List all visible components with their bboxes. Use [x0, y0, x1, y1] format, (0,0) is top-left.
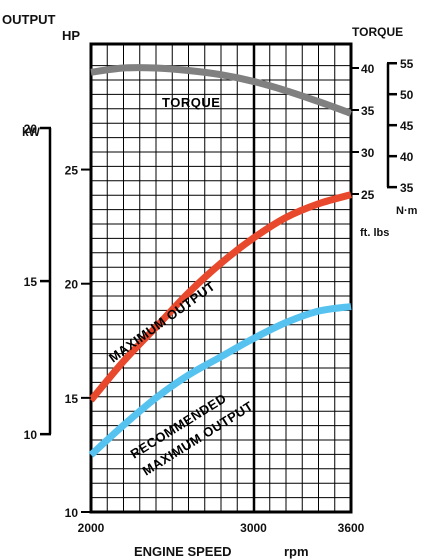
plot-area-frame: [89, 42, 353, 514]
chart-grid: [91, 44, 351, 512]
torque-curve: [90, 64, 353, 117]
x-axis-title: ENGINE SPEED: [134, 544, 232, 559]
kw-axis-title: kW: [22, 125, 41, 139]
torque-nm-axis: 35 40 45 50 55: [386, 57, 414, 195]
kw-tick-label: 20: [24, 122, 38, 136]
nm-tick-label: 40: [400, 150, 414, 164]
x-axis: 2000 3000 3600: [78, 521, 365, 535]
hp-tick-label: 25: [65, 164, 79, 178]
nm-tick-label: 35: [400, 181, 414, 195]
nm-tick-label: 45: [400, 119, 414, 133]
x-tick-label: 3000: [240, 521, 267, 535]
x-tick-label: 2000: [78, 521, 105, 535]
ftlbs-tick-label: 40: [361, 62, 375, 76]
torque-curve-label: TORQUE: [162, 95, 220, 110]
hp-tick-label: 15: [65, 392, 79, 406]
max-output-curve-label: MAXIMUM OUTPUT: [106, 278, 218, 365]
hp-axis-title-line2: HP: [62, 28, 80, 43]
series-curves: [88, 64, 353, 458]
x-axis-unit: rpm: [284, 544, 309, 559]
ftlbs-tick-label: 25: [361, 188, 375, 202]
ftlbs-tick-label: 35: [361, 104, 375, 118]
recommended-output-curve: [88, 303, 352, 458]
nm-unit-label: N·m: [396, 205, 418, 217]
nm-tick-label: 55: [400, 57, 414, 71]
kw-tick-label: 15: [24, 275, 38, 289]
hp-tick-label: 10: [65, 506, 79, 520]
torque-axis-title: TORQUE: [352, 25, 403, 39]
ftlbs-tick-label: 30: [361, 146, 375, 160]
hp-axis-title-line1: OUTPUT: [2, 12, 56, 27]
max-output-curve: [88, 191, 352, 403]
ftlbs-unit-label: ft. lbs: [360, 227, 389, 239]
hp-axis: 10 15 20 25: [65, 164, 91, 520]
kw-tick-label: 10: [24, 428, 38, 442]
hp-tick-label: 20: [65, 278, 79, 292]
nm-tick-label: 50: [400, 88, 414, 102]
torque-ftlbs-axis: 25 30 35 40: [351, 62, 375, 202]
x-tick-label: 3600: [338, 521, 365, 535]
kw-axis: 10 15 20: [24, 122, 52, 442]
